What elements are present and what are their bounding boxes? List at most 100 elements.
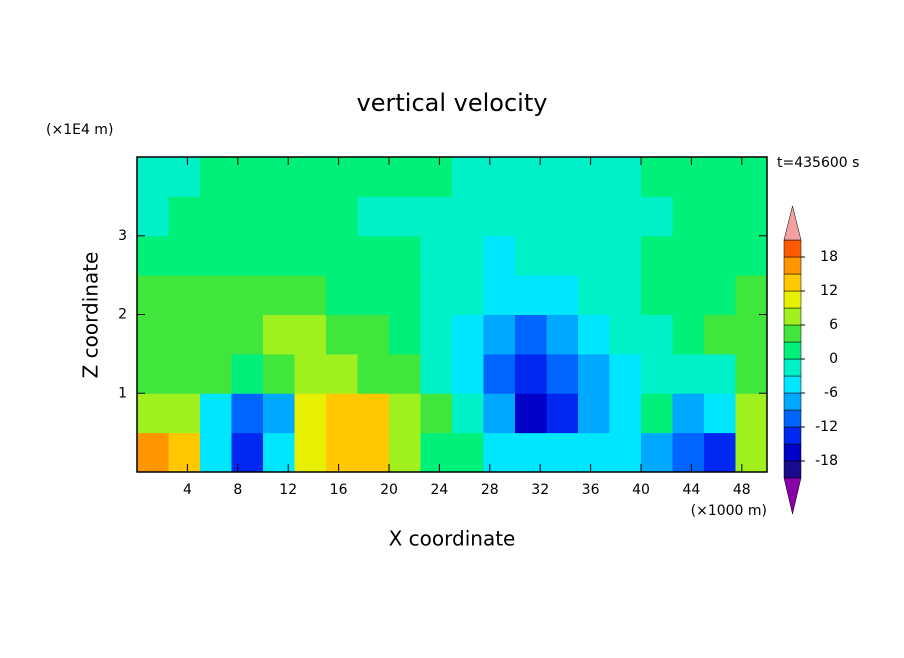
contour-cell bbox=[578, 196, 610, 237]
contour-cell bbox=[609, 393, 642, 434]
contour-cell bbox=[137, 432, 169, 473]
x-tick-label: 4 bbox=[183, 482, 192, 498]
contour-cell bbox=[389, 432, 421, 473]
contour-cell bbox=[137, 196, 169, 237]
contour-cell bbox=[546, 432, 579, 473]
contour-cell bbox=[641, 353, 673, 394]
y-unit: (×1E4 m) bbox=[46, 122, 113, 138]
contour-cell bbox=[452, 196, 484, 237]
contour-cell bbox=[389, 314, 421, 355]
contour-cell bbox=[452, 393, 484, 434]
colorbar-band bbox=[783, 460, 802, 479]
contour-cell bbox=[263, 314, 295, 355]
contour-cell bbox=[231, 314, 264, 355]
contour-cell bbox=[704, 432, 736, 473]
contour-cell bbox=[326, 393, 358, 434]
contour-cell bbox=[231, 393, 264, 434]
colorbar-band bbox=[783, 409, 802, 428]
contour-cell bbox=[452, 353, 484, 394]
contour-cell bbox=[578, 314, 610, 355]
contour-cell bbox=[672, 393, 705, 434]
contour-cell bbox=[704, 314, 736, 355]
x-tick-label: 20 bbox=[380, 482, 398, 498]
contour-cell bbox=[263, 353, 295, 394]
contour-cell bbox=[389, 157, 421, 197]
contour-cell bbox=[294, 196, 327, 237]
colorbar-band bbox=[783, 239, 802, 258]
contour-cell bbox=[357, 196, 390, 237]
contour-cell bbox=[389, 353, 421, 394]
contour-cell bbox=[515, 432, 547, 473]
contour-cell bbox=[735, 157, 768, 197]
x-tick-label: 32 bbox=[531, 482, 549, 498]
contour-cell bbox=[515, 275, 547, 315]
colorbar-band bbox=[783, 273, 802, 292]
contour-cell bbox=[263, 196, 295, 237]
contour-cell bbox=[641, 196, 673, 237]
contour-cell bbox=[389, 196, 421, 237]
contour-cell bbox=[294, 353, 327, 394]
contour-cell bbox=[231, 235, 264, 276]
contour-cell bbox=[420, 353, 453, 394]
contour-cell bbox=[168, 157, 201, 197]
contour-cell bbox=[704, 196, 736, 237]
colorbar-band bbox=[783, 358, 802, 377]
contour-cell bbox=[357, 157, 390, 197]
contour-cell bbox=[420, 157, 453, 197]
contour-cell bbox=[137, 275, 169, 315]
contour-cell bbox=[735, 393, 768, 434]
contour-cell bbox=[200, 275, 232, 315]
colorbar-band bbox=[783, 426, 802, 445]
contour-cell bbox=[704, 275, 736, 315]
contour-cell bbox=[137, 353, 169, 394]
contour-cell bbox=[200, 196, 232, 237]
contour-cell bbox=[168, 314, 201, 355]
contour-cell bbox=[263, 275, 295, 315]
contour-cell bbox=[641, 432, 673, 473]
contour-cell bbox=[294, 393, 327, 434]
colorbar-tick-label: 12 bbox=[820, 283, 838, 299]
colorbar-band bbox=[783, 341, 802, 360]
contour-cell bbox=[515, 196, 547, 237]
contour-cell bbox=[704, 393, 736, 434]
contour-cell bbox=[641, 314, 673, 355]
colorbar-band bbox=[783, 375, 802, 394]
contour-cell bbox=[452, 275, 484, 315]
contour-cell bbox=[578, 157, 610, 197]
contour-cell bbox=[263, 157, 295, 197]
colorbar-tick-label: -6 bbox=[824, 385, 838, 401]
contour-cell bbox=[294, 432, 327, 473]
contour-cell bbox=[641, 393, 673, 434]
contour-cell bbox=[546, 196, 579, 237]
contour-cell bbox=[672, 275, 705, 315]
y-axis-label: Z coordinate bbox=[79, 252, 103, 379]
contour-cell bbox=[578, 353, 610, 394]
contour-cell bbox=[546, 275, 579, 315]
contour-cell bbox=[137, 235, 169, 276]
contour-cell bbox=[609, 432, 642, 473]
contour-cell bbox=[420, 235, 453, 276]
contour-cell bbox=[735, 314, 768, 355]
contour-cell bbox=[483, 235, 516, 276]
contour-cell bbox=[546, 393, 579, 434]
contour-cell bbox=[326, 235, 358, 276]
contour-cell bbox=[609, 314, 642, 355]
contour-cell bbox=[137, 393, 169, 434]
contour-cell bbox=[420, 432, 453, 473]
contour-cell bbox=[326, 314, 358, 355]
contour-cell bbox=[609, 157, 642, 197]
colorbar-band bbox=[783, 290, 802, 309]
contour-cell bbox=[452, 235, 484, 276]
x-tick-label: 8 bbox=[233, 482, 242, 498]
contour-cell bbox=[546, 157, 579, 197]
colorbar-tick-label: 18 bbox=[820, 249, 838, 265]
contour-cell bbox=[357, 314, 390, 355]
contour-cell bbox=[609, 235, 642, 276]
contour-cell bbox=[641, 275, 673, 315]
colorbar-tick-label: 0 bbox=[829, 351, 838, 367]
x-axis-label: X coordinate bbox=[389, 527, 516, 551]
contour-cell bbox=[641, 157, 673, 197]
contour-cell bbox=[704, 157, 736, 197]
colorbar-under bbox=[783, 477, 802, 515]
contour-cell bbox=[294, 235, 327, 276]
